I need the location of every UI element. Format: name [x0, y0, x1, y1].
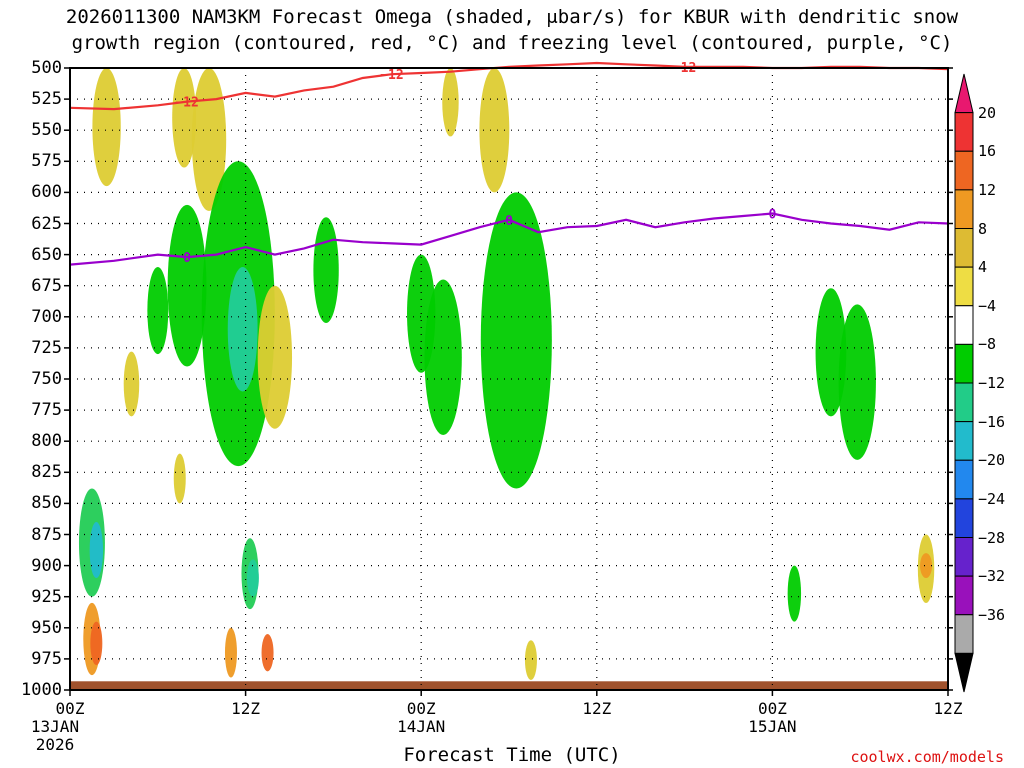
y-tick-label-17: 925	[31, 586, 62, 607]
colorbar-label-7: −12	[978, 374, 1006, 392]
dgz-contour-label-1: −12	[380, 68, 403, 83]
ground-band	[70, 681, 948, 690]
y-tick-label-13: 825	[31, 462, 62, 483]
y-tick-label-15: 875	[31, 524, 62, 545]
colorbar-label-0: 20	[978, 103, 997, 122]
colorbar-label-1: 16	[978, 142, 997, 161]
colorbar-label-11: −28	[978, 528, 1006, 547]
freezing-contour-label-0: 0	[183, 251, 191, 266]
chart-title-line1: 2026011300 NAM3KM Forecast Omega (shaded…	[65, 6, 959, 28]
colorbar-segment-13	[954, 575, 974, 616]
y-tick-label-20: 1000	[21, 680, 62, 700]
y-tick-label-19: 975	[31, 648, 62, 669]
x-tick-label-0: 00Z	[55, 699, 85, 718]
omega-feature-20	[424, 279, 462, 435]
omega-feature-8	[167, 204, 207, 367]
colorbar-segment-8	[954, 382, 974, 423]
omega-feature-5	[123, 351, 140, 417]
omega-feature-18	[313, 217, 339, 324]
y-tick-label-0: 500	[31, 58, 62, 78]
colorbar-label-4: 4	[978, 258, 988, 277]
omega-feature-27	[838, 304, 876, 460]
colorbar-label-12: −32	[978, 567, 1006, 586]
x-tick-label-5: 12Z	[933, 699, 963, 718]
y-tick-label-7: 675	[31, 275, 62, 296]
credit-link[interactable]: coolwx.com/models	[850, 748, 1004, 766]
y-tick-label-9: 725	[31, 337, 62, 358]
y-tick-label-18: 950	[31, 617, 62, 638]
omega-feature-13	[227, 267, 258, 392]
omega-feature-21	[442, 68, 459, 137]
omega-feature-10	[191, 68, 227, 212]
colorbar-segment-6	[954, 305, 974, 345]
colorbar-segment-7	[954, 343, 974, 384]
y-tick-label-2: 550	[31, 120, 62, 141]
omega-feature-16	[261, 634, 274, 672]
colorbar-bottom-arrow	[954, 652, 974, 693]
colorbar-segment-2	[954, 150, 974, 191]
x-tick-sublabel-0-1: 2026	[35, 735, 75, 754]
omega-feature-22	[479, 68, 510, 193]
colorbar-label-2: 12	[978, 180, 997, 199]
y-tick-label-6: 650	[31, 244, 62, 265]
y-tick-label-14: 850	[31, 493, 62, 514]
colorbar-segment-9	[954, 421, 974, 461]
omega-feature-24	[524, 640, 537, 681]
colorbar-label-9: −20	[978, 451, 1006, 470]
y-tick-label-10: 750	[31, 369, 62, 389]
x-tick-label-2: 00Z	[406, 699, 436, 718]
omega-feature-7	[173, 453, 186, 504]
colorbar-label-6: −8	[978, 335, 997, 354]
colorbar-label-8: −16	[978, 412, 1006, 431]
omega-feature-29	[920, 553, 933, 579]
freezing-level-line	[69, 212, 949, 266]
colorbar-segment-10	[954, 459, 974, 500]
x-tick-label-1: 12Z	[231, 699, 261, 718]
colorbar-segment-1	[954, 112, 974, 152]
omega-feature-23	[480, 192, 552, 489]
x-tick-sublabel-4-0: 15JAN	[748, 717, 797, 736]
colorbar-segment-5	[954, 266, 974, 307]
omega-feature-3	[90, 621, 103, 666]
y-tick-label-11: 775	[31, 400, 62, 421]
omega-feature-1	[89, 522, 104, 579]
colorbar-label-13: −36	[978, 605, 1006, 624]
x-tick-label-4: 00Z	[757, 699, 787, 718]
x-tick-label-3: 12Z	[582, 699, 612, 718]
colorbar-label-10: −24	[978, 489, 1006, 508]
x-axis-title: Forecast Time (UTC)	[403, 744, 621, 766]
y-tick-label-4: 600	[31, 182, 62, 203]
x-tick-sublabel-2-0: 14JAN	[397, 717, 446, 736]
colorbar-segment-12	[954, 537, 974, 577]
omega-feature-9	[172, 68, 197, 168]
y-tick-label-5: 625	[31, 213, 62, 234]
chart-title-line2: growth region (contoured, red, °C) and f…	[71, 32, 953, 54]
y-tick-label-16: 900	[31, 555, 62, 576]
y-tick-label-1: 525	[31, 89, 62, 110]
x-tick-sublabel-0-0: 13JAN	[30, 717, 80, 736]
colorbar-label-5: −4	[978, 296, 997, 315]
colorbar-segment-3	[954, 189, 974, 229]
colorbar-top-arrow	[954, 73, 974, 114]
freezing-contour-label-2: 0	[768, 208, 776, 223]
omega-feature-4	[92, 68, 121, 187]
omega-feature-11	[224, 627, 237, 678]
dgz-contour-label-0: −12	[175, 96, 198, 111]
y-tick-label-12: 800	[31, 431, 62, 452]
colorbar-segment-4	[954, 228, 974, 268]
colorbar-segment-11	[954, 498, 974, 538]
colorbar-segment-14	[954, 614, 974, 654]
colorbar-label-3: 8	[978, 219, 988, 238]
y-tick-label-8: 700	[31, 306, 62, 327]
y-tick-label-3: 575	[31, 151, 62, 172]
omega-feature-6	[147, 267, 169, 355]
omega-feature-15	[246, 559, 259, 597]
omega-feature-17	[257, 285, 293, 429]
omega-feature-25	[787, 565, 802, 622]
freezing-contour-label-1: 0	[505, 214, 513, 229]
